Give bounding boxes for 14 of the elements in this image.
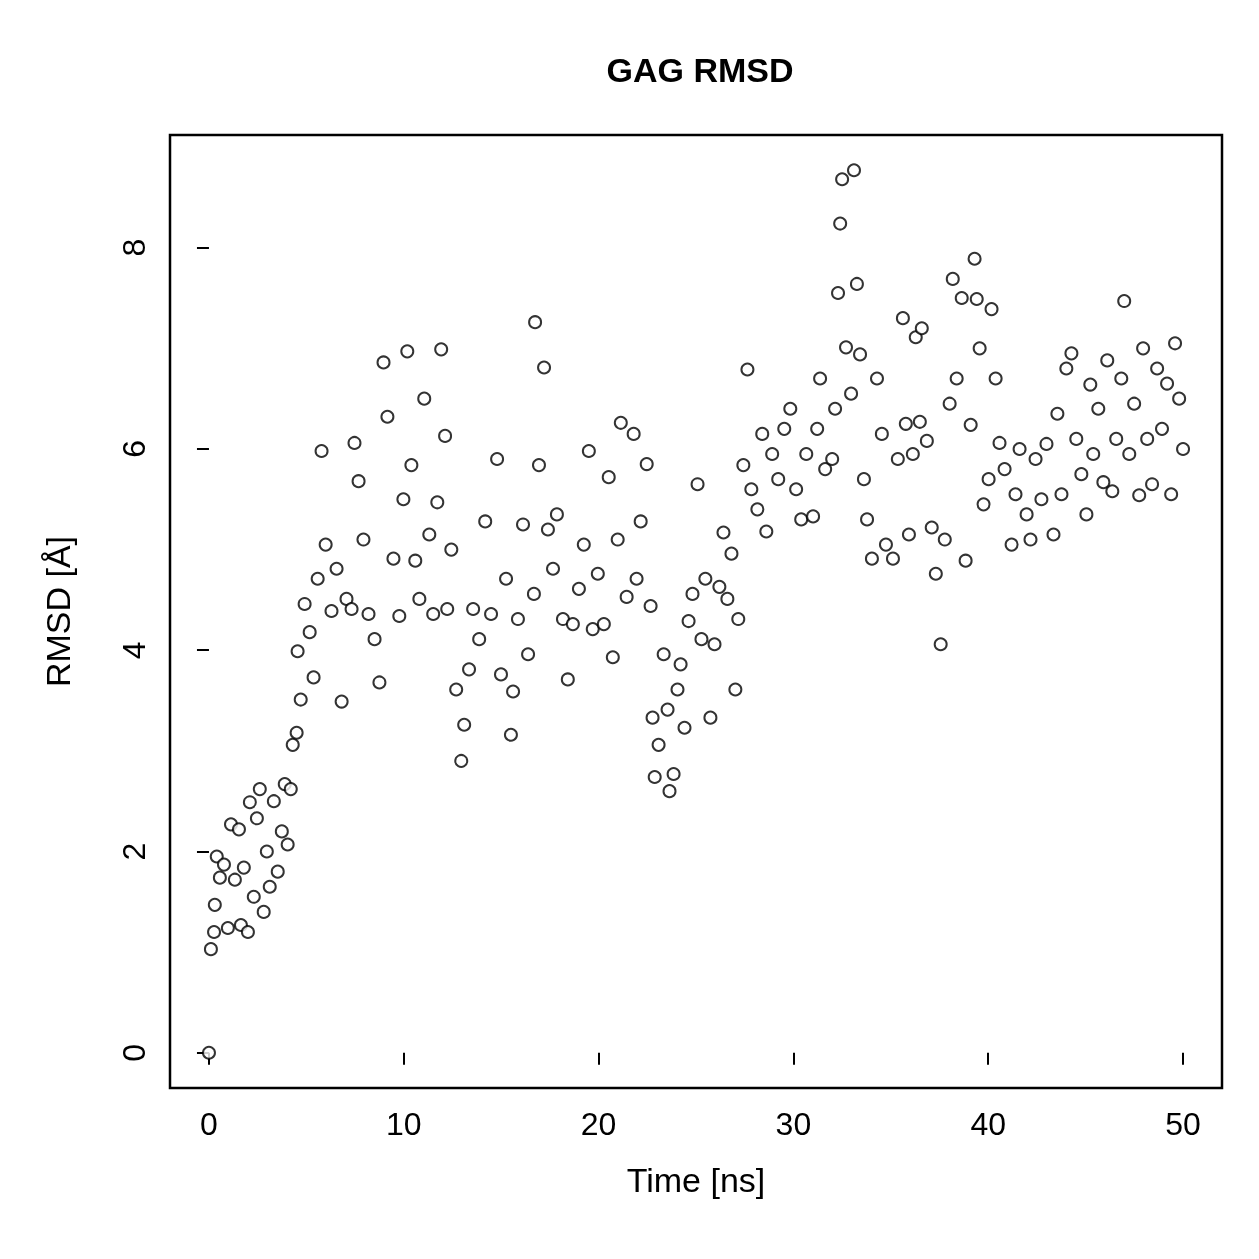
y-axis-title: RMSD [Å] (39, 535, 77, 688)
x-axis-title: Time [ns] (626, 1161, 766, 1199)
x-tick-label: 30 (775, 1106, 812, 1142)
x-tick-label: 0 (200, 1106, 218, 1142)
y-tick-label: 2 (116, 842, 152, 861)
x-tick-label: 40 (970, 1106, 1007, 1142)
y-tick-label: 8 (116, 238, 152, 257)
x-tick-label: 20 (580, 1106, 617, 1142)
x-tick-label: 10 (385, 1106, 422, 1142)
y-tick-label: 6 (116, 440, 152, 458)
y-tick-label: 0 (116, 1043, 152, 1062)
x-tick-label: 50 (1165, 1106, 1201, 1142)
chart-title: GAG RMSD (606, 51, 794, 89)
y-tick-label: 4 (116, 641, 152, 660)
